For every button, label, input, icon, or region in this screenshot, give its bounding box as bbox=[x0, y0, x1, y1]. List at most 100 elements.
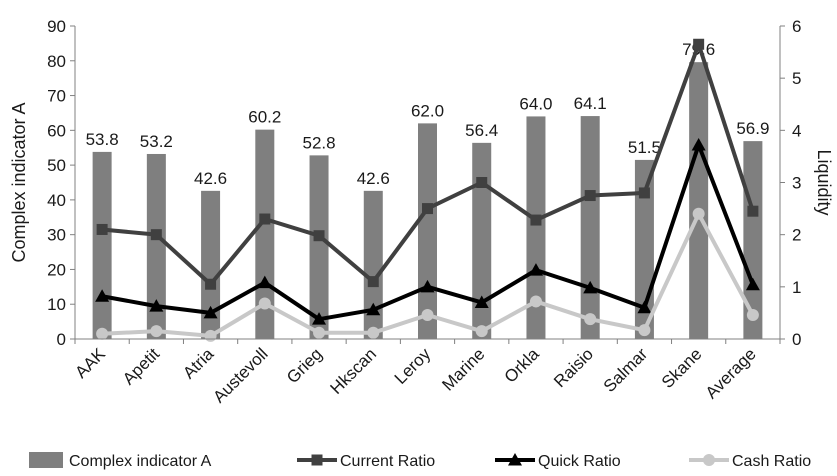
quick-ratio-point bbox=[366, 302, 381, 316]
x-category-label: Grieg bbox=[283, 344, 326, 387]
quick-ratio-point bbox=[528, 263, 543, 276]
current-ratio-series bbox=[96, 38, 759, 290]
current-ratio-point bbox=[205, 278, 217, 290]
y2-tick-label: 1 bbox=[792, 278, 801, 297]
bar-data-label: 42.6 bbox=[357, 169, 390, 188]
legend-label: Quick Ratio bbox=[538, 453, 621, 470]
quick-ratio-point bbox=[745, 277, 760, 291]
y2-axis-title: Liquidity bbox=[814, 149, 834, 215]
bar-marine bbox=[472, 142, 492, 339]
current-ratio-point bbox=[747, 205, 759, 217]
bar-data-label: 53.8 bbox=[86, 130, 119, 149]
y-tick-label: 0 bbox=[57, 330, 66, 349]
bar-grieg bbox=[309, 155, 329, 339]
quick-ratio-point bbox=[474, 295, 489, 308]
bar-aak bbox=[92, 151, 112, 339]
quick-ratio-point bbox=[637, 300, 652, 314]
bar-data-labels: 53.8 53.2 42.6 60.2 52.8 42.6 62.0 56.4 64.0 64.1… bbox=[86, 40, 770, 188]
bar-data-label: 64.1 bbox=[574, 94, 607, 113]
line-series bbox=[95, 38, 760, 342]
y-tick-label: 60 bbox=[47, 121, 66, 140]
cash-ratio-point bbox=[475, 325, 488, 338]
x-category-label: Raisio bbox=[550, 344, 597, 391]
y2-tick-label: 0 bbox=[792, 330, 801, 349]
bar-data-label: 56.9 bbox=[736, 119, 769, 138]
bar-raisio bbox=[580, 116, 600, 339]
legend-item-current-ratio: Current Ratio bbox=[297, 453, 435, 470]
y-tick-label: 10 bbox=[47, 295, 66, 314]
quick-ratio-point bbox=[149, 299, 164, 312]
bar-atria bbox=[201, 190, 221, 339]
x-category-label: Marine bbox=[438, 344, 488, 394]
cash-ratio-point bbox=[529, 295, 542, 308]
y-axis-title: Complex indicator A bbox=[9, 102, 29, 262]
legend-swatch-marker bbox=[311, 454, 323, 466]
y-tick-label: 20 bbox=[47, 260, 66, 279]
x-category-label: Orkla bbox=[501, 344, 544, 387]
y-tick-label: 50 bbox=[47, 156, 66, 175]
bar-apetit bbox=[146, 153, 166, 339]
cash-ratio-point bbox=[421, 309, 434, 322]
cash-ratio-point bbox=[367, 326, 380, 339]
quick-ratio-point bbox=[257, 275, 272, 289]
x-category-label: Skane bbox=[658, 344, 706, 392]
y2-tick-label: 2 bbox=[792, 226, 801, 245]
current-ratio-point bbox=[313, 230, 325, 242]
bar-series bbox=[92, 62, 763, 340]
x-category-label: Leroy bbox=[391, 344, 435, 388]
bar-data-label: 52.8 bbox=[302, 133, 335, 152]
cash-ratio-point bbox=[584, 313, 597, 326]
cash-ratio-point bbox=[746, 309, 759, 322]
cash-ratio-point bbox=[96, 327, 109, 340]
legend-item-cash-ratio: Cash Ratio bbox=[689, 453, 811, 470]
legend-label: Complex indicator A bbox=[69, 453, 212, 470]
legend-label: Current Ratio bbox=[340, 453, 435, 470]
bar-data-label: 51.5 bbox=[628, 138, 661, 157]
legend-swatch-marker bbox=[703, 454, 715, 466]
y-tick-label: 80 bbox=[47, 52, 66, 71]
cash-ratio-point bbox=[204, 329, 217, 342]
x-category-label: Average bbox=[702, 344, 760, 402]
y2-tick-label: 3 bbox=[792, 174, 801, 193]
quick-ratio-series bbox=[95, 137, 760, 325]
quick-ratio-point bbox=[95, 289, 110, 302]
cash-ratio-point bbox=[638, 324, 651, 337]
y2-tick-label: 4 bbox=[792, 121, 801, 140]
bar-hkscan bbox=[363, 190, 383, 339]
legend: Complex indicator A Current Ratio Quick Ra… bbox=[29, 452, 811, 470]
current-ratio-point bbox=[476, 177, 488, 188]
x-category-label: AAK bbox=[71, 344, 109, 382]
y-tick-label: 30 bbox=[47, 226, 66, 245]
current-ratio-point bbox=[530, 214, 542, 226]
quick-ratio-point bbox=[203, 305, 218, 319]
current-ratio-point bbox=[584, 190, 596, 202]
quick-ratio-point bbox=[583, 280, 598, 294]
bar-data-label: 53.2 bbox=[140, 132, 173, 151]
current-ratio-point bbox=[638, 187, 650, 199]
bar-data-label: 42.6 bbox=[194, 169, 227, 188]
cash-ratio-point bbox=[313, 326, 326, 339]
bar-data-label: 64.0 bbox=[519, 94, 552, 113]
bar-leroy bbox=[418, 123, 437, 339]
x-category-label: Apetit bbox=[119, 344, 163, 388]
bar-data-label: 62.0 bbox=[411, 101, 444, 120]
quick-ratio-point bbox=[691, 137, 706, 151]
current-ratio-point bbox=[693, 38, 705, 50]
bar-data-label: 56.4 bbox=[465, 121, 498, 140]
current-ratio-point bbox=[150, 229, 162, 241]
legend-item-bar: Complex indicator A bbox=[29, 452, 212, 470]
x-category-label: Hkscan bbox=[327, 344, 381, 398]
y2-tick-label: 5 bbox=[792, 69, 801, 88]
current-ratio-point bbox=[422, 203, 433, 215]
y2-tick-label: 6 bbox=[792, 17, 801, 36]
current-ratio-point bbox=[367, 276, 379, 288]
current-ratio-point bbox=[96, 223, 108, 235]
cash-ratio-point bbox=[150, 325, 163, 338]
cash-ratio-point bbox=[258, 297, 271, 310]
cash-ratio-point bbox=[692, 207, 705, 220]
bar-skane bbox=[689, 62, 709, 340]
current-ratio-point bbox=[259, 213, 271, 225]
x-category-label: Salmar bbox=[600, 344, 652, 396]
